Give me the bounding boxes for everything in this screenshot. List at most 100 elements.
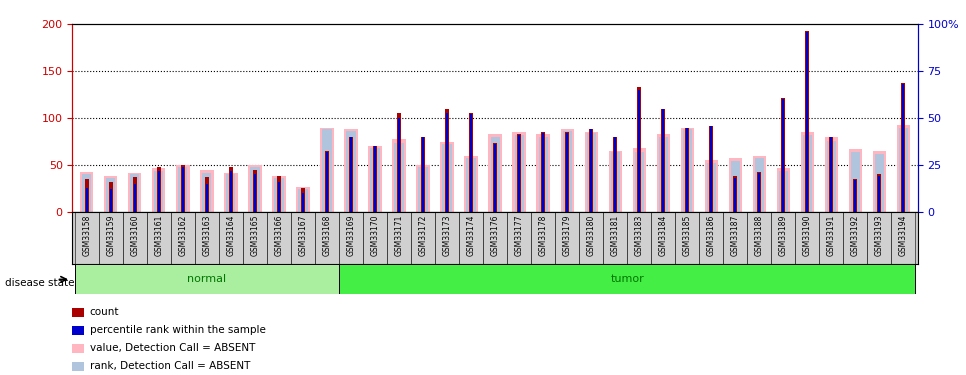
- Bar: [302, 193, 304, 212]
- Bar: [777, 168, 790, 212]
- Bar: [133, 177, 136, 212]
- Bar: [298, 189, 307, 212]
- Bar: [710, 126, 712, 212]
- Bar: [878, 176, 880, 212]
- Bar: [469, 113, 473, 212]
- Bar: [659, 137, 668, 212]
- Bar: [74, 212, 99, 264]
- Text: GSM33186: GSM33186: [707, 214, 716, 256]
- Bar: [86, 188, 88, 212]
- Bar: [177, 165, 189, 212]
- Bar: [758, 172, 760, 212]
- Text: GSM33190: GSM33190: [803, 214, 811, 256]
- Bar: [301, 188, 305, 212]
- Bar: [867, 212, 892, 264]
- Bar: [291, 212, 315, 264]
- Bar: [123, 212, 147, 264]
- Text: GSM33189: GSM33189: [779, 214, 787, 256]
- Bar: [675, 212, 699, 264]
- Text: GSM33188: GSM33188: [754, 214, 764, 256]
- Bar: [230, 171, 232, 212]
- Bar: [639, 90, 640, 212]
- Bar: [416, 165, 430, 212]
- Bar: [875, 154, 884, 212]
- Bar: [734, 178, 736, 212]
- Bar: [589, 129, 593, 212]
- Bar: [494, 144, 497, 212]
- Text: GSM33168: GSM33168: [323, 214, 331, 256]
- Text: GSM33181: GSM33181: [611, 214, 619, 256]
- Text: GSM33162: GSM33162: [179, 214, 187, 256]
- Bar: [892, 212, 916, 264]
- Bar: [613, 137, 617, 212]
- Bar: [80, 172, 94, 212]
- Text: GSM33194: GSM33194: [898, 214, 908, 256]
- Text: GSM33166: GSM33166: [274, 214, 283, 256]
- Bar: [704, 160, 718, 212]
- Bar: [394, 142, 404, 212]
- Bar: [224, 172, 238, 212]
- Bar: [513, 132, 526, 212]
- Bar: [465, 156, 477, 212]
- Text: GSM33172: GSM33172: [418, 214, 428, 256]
- Text: value, Detection Call = ABSENT: value, Detection Call = ABSENT: [90, 344, 255, 353]
- Bar: [446, 112, 448, 212]
- Bar: [470, 114, 472, 212]
- Bar: [795, 212, 819, 264]
- Bar: [202, 172, 212, 212]
- Bar: [155, 171, 163, 212]
- Bar: [248, 165, 262, 212]
- Bar: [681, 128, 694, 212]
- Bar: [806, 31, 810, 212]
- Bar: [827, 141, 836, 212]
- Bar: [706, 163, 716, 212]
- Bar: [242, 212, 267, 264]
- Bar: [724, 212, 748, 264]
- Bar: [754, 158, 764, 212]
- Bar: [849, 149, 862, 212]
- Text: count: count: [90, 308, 120, 317]
- Bar: [326, 152, 328, 212]
- Bar: [872, 151, 886, 212]
- Bar: [321, 128, 333, 212]
- Bar: [819, 212, 843, 264]
- Bar: [494, 144, 497, 212]
- Bar: [662, 109, 665, 212]
- Text: GSM33185: GSM33185: [683, 214, 692, 256]
- Bar: [157, 171, 160, 212]
- Bar: [586, 133, 596, 212]
- Bar: [411, 212, 435, 264]
- Text: GSM33192: GSM33192: [851, 214, 860, 256]
- Text: GSM33176: GSM33176: [491, 214, 499, 256]
- Bar: [467, 158, 475, 212]
- Bar: [250, 167, 260, 212]
- Bar: [771, 212, 795, 264]
- Bar: [757, 172, 761, 212]
- Bar: [662, 109, 665, 212]
- Bar: [442, 144, 452, 212]
- Text: GSM33163: GSM33163: [203, 214, 212, 256]
- Bar: [226, 174, 236, 212]
- Text: GSM33178: GSM33178: [539, 214, 548, 256]
- Bar: [896, 124, 910, 212]
- Bar: [611, 152, 620, 212]
- Bar: [272, 176, 286, 212]
- Bar: [542, 133, 544, 212]
- Text: GSM33160: GSM33160: [130, 214, 139, 256]
- Text: GSM33191: GSM33191: [827, 214, 836, 256]
- Bar: [347, 131, 355, 212]
- Bar: [179, 167, 187, 212]
- Bar: [349, 137, 353, 212]
- Bar: [584, 132, 598, 212]
- Bar: [609, 151, 622, 212]
- Text: GSM33158: GSM33158: [82, 214, 92, 256]
- Bar: [830, 137, 833, 212]
- Bar: [85, 179, 89, 212]
- Bar: [830, 137, 833, 212]
- Bar: [507, 212, 531, 264]
- Bar: [560, 129, 574, 212]
- Bar: [315, 212, 339, 264]
- Bar: [128, 172, 141, 212]
- Text: GSM33180: GSM33180: [586, 214, 596, 256]
- Text: GSM33169: GSM33169: [347, 214, 355, 256]
